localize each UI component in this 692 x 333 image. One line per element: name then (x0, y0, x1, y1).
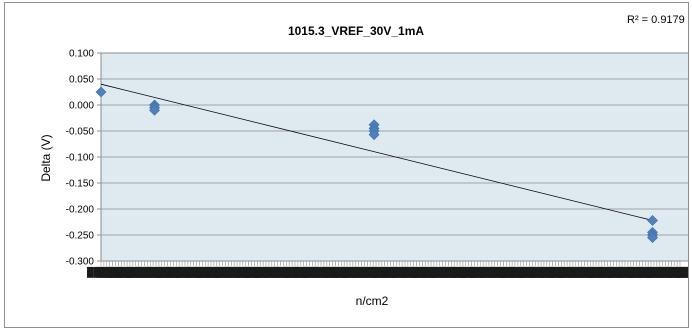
x-tick-label: ████ (372, 266, 398, 278)
x-tick-label: ████ (470, 266, 496, 278)
x-tick-label: ████ (539, 266, 565, 278)
x-tick-label: ████ (637, 266, 663, 278)
y-tick-label: -0.150 (66, 179, 95, 190)
x-tick-label: ████ (588, 266, 614, 278)
y-axis-title: Delta (V) (39, 134, 53, 181)
data-point (95, 86, 107, 98)
x-tick-label: ████ (126, 266, 152, 278)
chart-svg: 1015.3_VREF_30V_1mA R² = 0.9179 0.100 0.0… (39, 14, 689, 308)
x-tick-label: ████ (244, 266, 270, 278)
x-tick-label: ████ (283, 266, 309, 278)
x-tick-label: ████ (607, 266, 633, 278)
x-tick-label: ████ (323, 266, 349, 278)
x-tick-label: ████ (676, 266, 689, 278)
x-tick-label: ████ (401, 266, 427, 278)
x-tick-label: ████ (499, 266, 525, 278)
x-axis-ticks: ████████████████████████████████████████… (87, 261, 689, 278)
x-tick-label: ████ (450, 266, 476, 278)
x-tick-label: ████ (548, 266, 574, 278)
y-tick-label: -0.250 (66, 231, 95, 242)
x-tick-label: ████ (342, 266, 368, 278)
data-points (95, 86, 658, 244)
x-tick-label: ████ (97, 266, 123, 278)
x-tick-label: ████ (382, 266, 408, 278)
x-tick-label: ████ (264, 266, 290, 278)
x-tick-label: ████ (421, 266, 447, 278)
x-tick-label: ████ (175, 266, 201, 278)
y-axis-ticks: 0.100 0.050 0.000 -0.050 -0.100 -0.150 -0.200 -… (66, 49, 101, 268)
x-tick-label: ████ (303, 266, 329, 278)
x-tick-label: ████ (460, 266, 486, 278)
x-tick-label: ████ (116, 266, 142, 278)
x-tick-label: ████ (440, 266, 466, 278)
x-tick-label: ████ (597, 266, 623, 278)
x-tick-label: ████ (352, 266, 378, 278)
x-tick-label: ████ (224, 266, 250, 278)
x-axis-title: n/cm2 (356, 294, 389, 308)
y-tick-label: 0.000 (69, 101, 94, 112)
x-tick-label: ████ (136, 266, 162, 278)
x-tick-label: ████ (656, 266, 682, 278)
x-tick-label: ████ (274, 266, 300, 278)
y-tick-label: 0.100 (69, 49, 94, 60)
y-tick-label: -0.300 (66, 257, 95, 268)
x-tick-label: ████ (215, 266, 241, 278)
data-point (647, 232, 658, 244)
x-tick-label: ████ (391, 266, 417, 278)
x-tick-label: ████ (411, 266, 437, 278)
x-tick-label: ████ (146, 266, 172, 278)
x-tick-label: ████ (578, 266, 604, 278)
r2-label: R² = 0.9179 (627, 14, 685, 26)
x-tick-label: ████ (480, 266, 506, 278)
x-tick-label: ████ (332, 266, 358, 278)
x-tick-label: ████ (509, 266, 535, 278)
x-tick-label: ████ (666, 266, 689, 278)
y-tick-label: 0.050 (69, 75, 94, 86)
x-tick-label: ████ (254, 266, 280, 278)
x-tick-label: ████ (234, 266, 260, 278)
x-tick-label: ████ (431, 266, 457, 278)
x-tick-label: ████ (617, 266, 643, 278)
x-tick-label: ████ (362, 266, 388, 278)
y-tick-label: -0.200 (66, 205, 95, 216)
x-tick-label: ████ (519, 266, 545, 278)
x-tick-label: ████ (647, 266, 673, 278)
x-tick-label: ████ (529, 266, 555, 278)
x-tick-label: ████ (195, 266, 221, 278)
chart-frame: 1015.3_VREF_30V_1mA R² = 0.9179 0.100 0.0… (4, 2, 689, 328)
x-tick-label: ████ (489, 266, 515, 278)
x-tick-label: ████ (185, 266, 211, 278)
x-tick-label: ████ (558, 266, 584, 278)
x-tick-label: ████ (568, 266, 594, 278)
x-tick-label: ████ (87, 266, 113, 278)
x-tick-label: ████ (627, 266, 653, 278)
x-tick-label: ████ (107, 266, 133, 278)
x-tick-label: ████ (156, 266, 182, 278)
x-tick-label: ████ (166, 266, 192, 278)
chart-title: 1015.3_VREF_30V_1mA (288, 24, 424, 38)
x-tick-label: ████ (313, 266, 339, 278)
y-tick-label: -0.050 (66, 127, 95, 138)
data-point (647, 215, 658, 226)
data-point (368, 129, 380, 141)
data-point (149, 104, 160, 116)
y-tick-label: -0.100 (66, 153, 95, 164)
x-tick-label: ████ (205, 266, 231, 278)
x-tick-label: ████ (293, 266, 319, 278)
trendline (100, 83, 653, 221)
gridlines (101, 52, 688, 262)
